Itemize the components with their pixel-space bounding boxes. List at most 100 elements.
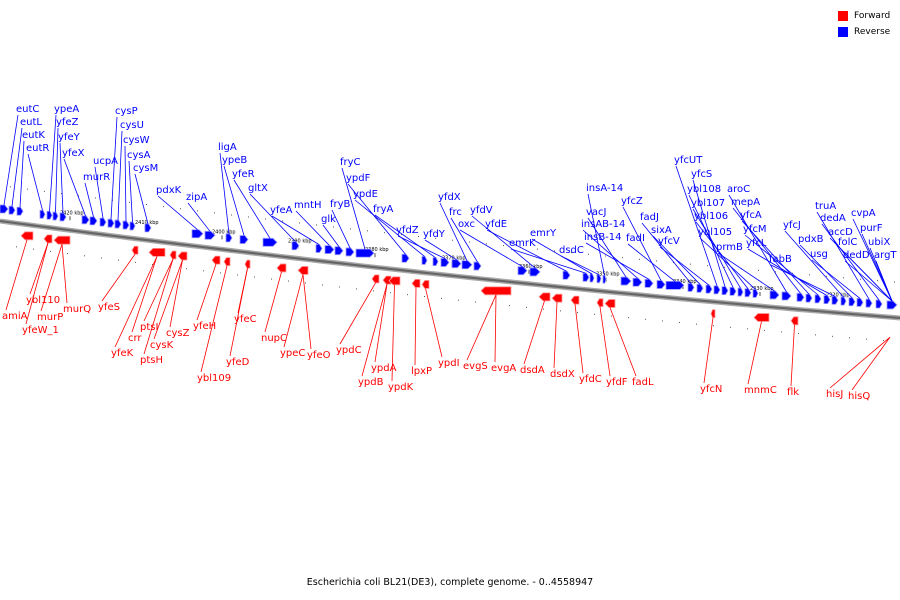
gene-label: yfeR — [232, 169, 255, 180]
gene-leader-line — [229, 268, 248, 357]
minor-tick — [271, 278, 272, 280]
gene-label: fryC — [340, 157, 361, 168]
minor-tick — [350, 228, 351, 230]
gene-leader-line — [94, 166, 104, 219]
minor-tick — [152, 263, 153, 265]
gene-label: pdxK — [156, 185, 182, 196]
minor-tick — [758, 269, 759, 271]
gene-label: frc — [449, 207, 462, 218]
gene-leader-line — [703, 317, 714, 384]
gene-label: yfcUT — [674, 155, 703, 166]
gene-arrow-reverse — [737, 287, 744, 297]
gene-arrow-reverse — [705, 284, 713, 294]
gene-arrow-reverse — [632, 277, 643, 287]
gene-label: argT — [874, 250, 897, 261]
minor-tick — [605, 255, 606, 257]
gene-leader-line — [659, 246, 710, 286]
gene-leader-line — [641, 222, 692, 284]
gene-leader-line — [200, 265, 228, 373]
gene-label: ybl105 — [698, 227, 732, 238]
gene-leader-line — [875, 260, 893, 302]
gene-leader-line — [471, 215, 536, 269]
gene-label: ptsI — [140, 322, 158, 333]
tick-label: 2360 kbp — [519, 264, 543, 270]
minor-tick — [203, 270, 204, 272]
gene-label: ypdC — [336, 345, 362, 356]
gene-label: eutC — [16, 104, 39, 115]
gene-arrow-forward — [371, 274, 380, 284]
gene-arrow-forward — [551, 293, 563, 303]
gene-leader-line — [414, 287, 417, 366]
gene-leader-line — [84, 182, 94, 217]
gene-label: murR — [83, 172, 110, 183]
label-layer: eutC eutL eutK eutR ypeA yfeZ yfeY yfeX murR ucpA… — [2, 104, 897, 402]
gene-label: ypdB — [358, 377, 384, 388]
gene-label: nupC — [261, 333, 287, 344]
minor-tick — [84, 255, 85, 257]
gene-arrow-forward — [131, 245, 139, 255]
gene-leader-line — [574, 304, 584, 374]
gene-leader-line — [770, 264, 836, 297]
gene-arrow-forward — [382, 275, 392, 285]
gene-label: eutK — [22, 130, 45, 141]
gene-arrow-reverse — [81, 215, 90, 225]
gene-label: ubiX — [868, 237, 890, 248]
gene-leader-line — [609, 307, 637, 377]
minor-tick — [163, 206, 164, 208]
gene-label: aroC — [727, 184, 750, 195]
gene-leader-line — [494, 294, 497, 363]
gene-label: murQ — [63, 304, 91, 315]
gene-arrow-reverse — [114, 219, 122, 229]
gene-label: mnmC — [744, 385, 777, 396]
gene-label: lpxP — [411, 366, 432, 377]
gene-arrow-reverse — [0, 204, 9, 214]
minor-tick — [441, 297, 442, 299]
gene-arrow-forward — [297, 266, 309, 275]
gene-label: vacJ — [586, 207, 607, 218]
minor-tick — [866, 338, 867, 340]
minor-tick — [798, 332, 799, 334]
minor-tick — [367, 230, 368, 232]
gene-leader-line — [19, 140, 25, 208]
gene-arrow-reverse — [432, 257, 439, 267]
gene-label: yfcA — [740, 210, 762, 221]
gene-leader-line — [424, 239, 457, 261]
minor-tick — [424, 296, 425, 298]
gene-leader-line — [450, 217, 478, 263]
gene-label: folC — [838, 237, 857, 248]
minor-tick — [458, 299, 459, 301]
gene-arrow-forward — [53, 235, 71, 245]
gene-leader-line — [675, 165, 718, 287]
gene-leader-line — [811, 259, 861, 299]
gene-arrow-forward — [421, 280, 430, 289]
minor-tick — [543, 308, 544, 310]
gene-label: evgA — [491, 363, 516, 374]
gene-label: yfeD — [226, 357, 250, 368]
gene-label: pdxB — [798, 234, 824, 245]
gene-label: crr — [128, 333, 142, 344]
gene-leader-line — [11, 127, 23, 207]
minor-tick — [305, 282, 306, 284]
gene-label: ypdK — [388, 382, 414, 393]
gene-leader-line — [585, 242, 650, 280]
minor-tick — [231, 214, 232, 216]
gene-leader-line — [271, 215, 320, 245]
gene-leader-line — [295, 210, 330, 246]
gene-arrow-reverse — [324, 245, 335, 254]
minor-tick — [639, 258, 640, 260]
gene-arrow-reverse — [713, 285, 721, 295]
gene-leader-line — [553, 302, 558, 369]
gene-label: emrK — [509, 238, 536, 249]
minor-tick — [486, 243, 487, 245]
gene-arrow-reverse — [107, 218, 115, 228]
minor-tick — [78, 195, 79, 197]
gene-leader-line — [283, 274, 304, 348]
minor-tick — [628, 317, 629, 319]
gene-leader-line — [374, 214, 436, 258]
minor-tick — [503, 245, 504, 247]
gene-arrow-reverse — [886, 300, 898, 310]
gene-arrow-reverse — [769, 290, 780, 300]
gene-label: insB-14 — [584, 232, 622, 243]
minor-tick — [10, 186, 11, 188]
